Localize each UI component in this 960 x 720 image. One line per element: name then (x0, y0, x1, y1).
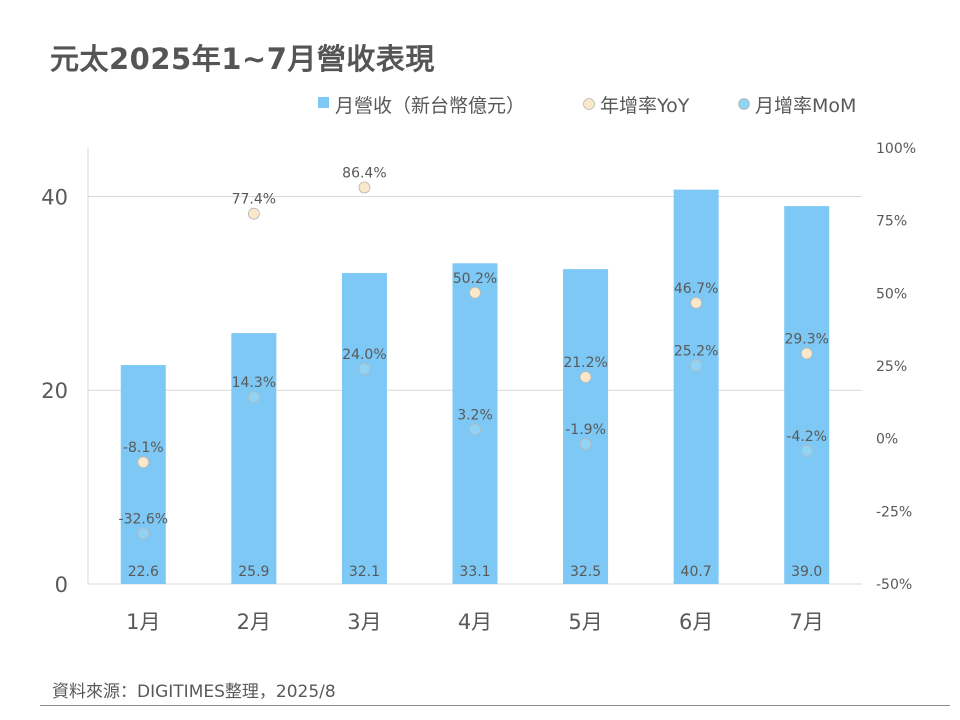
footer-divider (40, 705, 950, 706)
bar-value-label: 40.7 (681, 564, 712, 580)
bar (341, 272, 387, 584)
bar-value-label: 32.1 (349, 564, 380, 580)
mom-data-label: -32.6% (119, 511, 169, 527)
legend-swatch-revenue (318, 97, 329, 108)
bar-value-label: 22.6 (128, 564, 159, 580)
yoy-point (690, 297, 703, 309)
x-tick-label: 5月 (568, 610, 602, 634)
mom-data-label: 24.0% (342, 347, 386, 363)
y-right-tick-label: 25% (876, 359, 907, 375)
y-right-tick-label: 50% (876, 286, 907, 302)
mom-point (690, 359, 703, 372)
mom-point (137, 527, 150, 540)
yoy-data-label: 86.4% (342, 166, 386, 182)
yoy-point (469, 286, 481, 299)
x-tick-label: 3月 (347, 610, 381, 634)
bar-value-label: 25.9 (238, 564, 269, 580)
legend-label-mom: 月增率MoM (755, 95, 856, 117)
y-right-tick-label: 100% (876, 141, 916, 157)
yoy-point (358, 181, 371, 194)
bar (673, 189, 719, 584)
bar-value-label: 39.0 (791, 564, 822, 580)
mom-data-label: 14.3% (232, 375, 276, 391)
mom-point (579, 438, 592, 451)
yoy-point (579, 371, 592, 383)
x-tick-label: 4月 (458, 610, 492, 634)
yoy-data-label: 29.3% (784, 332, 828, 348)
y-right-tick-label: -25% (876, 504, 912, 520)
mom-point (358, 363, 371, 375)
mom-data-label: -1.9% (565, 422, 606, 438)
legend-label-revenue: 月營收（新台幣億元） (335, 95, 525, 117)
mom-point (469, 423, 481, 436)
x-tick-label: 6月 (679, 610, 713, 634)
y-right-tick-label: 75% (876, 214, 907, 230)
bar-value-label: 32.5 (570, 564, 601, 580)
yoy-data-label: -8.1% (123, 440, 164, 456)
x-tick-label: 1月 (126, 610, 160, 634)
yoy-data-label: 77.4% (232, 192, 276, 208)
yoy-data-label: 46.7% (674, 281, 718, 297)
legend-marker-mom (738, 98, 750, 110)
yoy-point (247, 207, 260, 220)
source-note: 資料來源：DIGITIMES整理，2025/8 (52, 682, 336, 702)
x-tick-label: 7月 (790, 610, 824, 634)
x-tick-label: 2月 (237, 610, 271, 634)
y-right-tick-label: -50% (876, 577, 912, 593)
mom-data-label: 3.2% (457, 407, 493, 423)
yoy-point (800, 347, 813, 360)
bar (120, 365, 166, 584)
y-left-tick-label: 0 (55, 573, 68, 597)
y-left-tick-label: 40 (41, 185, 68, 209)
yoy-data-label: 21.2% (563, 355, 607, 371)
chart-title: 元太2025年1~7月營收表現 (50, 42, 435, 76)
yoy-point (137, 456, 150, 469)
legend-label-yoy: 年增率YoY (600, 95, 690, 117)
bar-value-label: 33.1 (459, 564, 490, 580)
mom-data-label: -4.2% (786, 429, 827, 445)
mom-data-label: 25.2% (674, 343, 718, 359)
bar (231, 333, 277, 584)
mom-point (800, 444, 813, 457)
bar (784, 206, 830, 584)
y-right-tick-label: 0% (876, 432, 898, 448)
bar (563, 269, 609, 584)
y-left-tick-label: 20 (41, 379, 68, 403)
legend-marker-yoy (583, 98, 595, 110)
mom-point (247, 391, 260, 404)
yoy-data-label: 50.2% (453, 271, 497, 287)
